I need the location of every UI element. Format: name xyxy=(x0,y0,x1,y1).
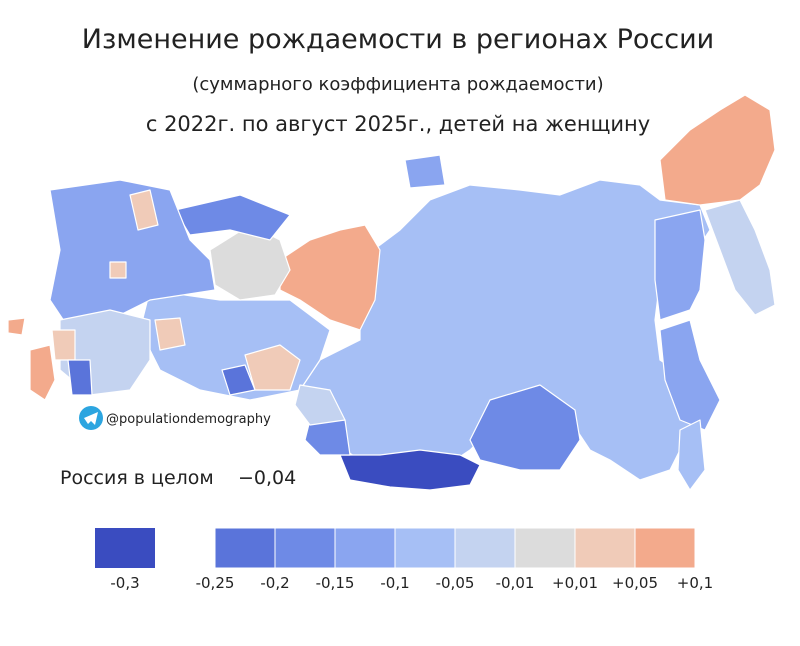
region xyxy=(29,344,56,401)
region xyxy=(404,154,446,189)
legend-swatch xyxy=(334,527,396,569)
legend-label: +0,05 xyxy=(612,574,658,592)
legend-swatch xyxy=(514,527,576,569)
legend-label: -0,05 xyxy=(436,574,475,592)
legend-label: +0,01 xyxy=(552,574,598,592)
summary-label: Россия в целом xyxy=(60,467,214,489)
region xyxy=(7,317,26,336)
region xyxy=(49,179,216,331)
period: с 2022г. по август 2025г., детей на женщ… xyxy=(146,112,650,136)
region xyxy=(51,329,76,361)
region xyxy=(279,224,381,331)
legend-label: -0,1 xyxy=(380,574,409,592)
legend-swatch xyxy=(394,527,456,569)
region xyxy=(654,209,706,321)
region xyxy=(174,194,291,241)
legend-swatch xyxy=(574,527,636,569)
region xyxy=(67,359,93,396)
legend-swatch xyxy=(454,527,516,569)
region xyxy=(109,261,127,279)
region xyxy=(154,317,186,351)
legend-label: -0,3 xyxy=(110,574,139,592)
legend-swatch xyxy=(95,528,155,568)
title: Изменение рождаемости в регионах России xyxy=(82,24,714,55)
legend-label: -0,01 xyxy=(496,574,535,592)
region xyxy=(704,199,776,316)
region xyxy=(294,384,346,426)
region xyxy=(209,224,291,301)
legend-swatch xyxy=(274,527,336,569)
region xyxy=(339,449,481,491)
region xyxy=(244,344,301,391)
region xyxy=(129,189,159,231)
source-handle: @populationdemography xyxy=(106,412,271,427)
legend-label: +0,1 xyxy=(677,574,713,592)
legend-swatch xyxy=(214,527,276,569)
region xyxy=(221,364,256,396)
legend-label: -0,25 xyxy=(196,574,235,592)
telegram-glyph xyxy=(84,412,98,425)
region xyxy=(469,384,581,471)
region xyxy=(677,419,706,491)
region xyxy=(659,319,721,431)
region xyxy=(659,94,776,206)
source: @populationdemography xyxy=(79,406,271,430)
summary-value: −0,04 xyxy=(238,467,296,489)
subtitle: (суммарного коэффициента рождаемости) xyxy=(192,74,603,95)
legend-label: -0,2 xyxy=(260,574,289,592)
legend-label: -0,15 xyxy=(316,574,355,592)
legend-swatch xyxy=(634,527,696,569)
legend: -0,3 -0,25 -0,2 -0,15 -0,1 -0,05 -0,01 +0,01 +0,… xyxy=(95,527,713,592)
map xyxy=(7,94,776,491)
